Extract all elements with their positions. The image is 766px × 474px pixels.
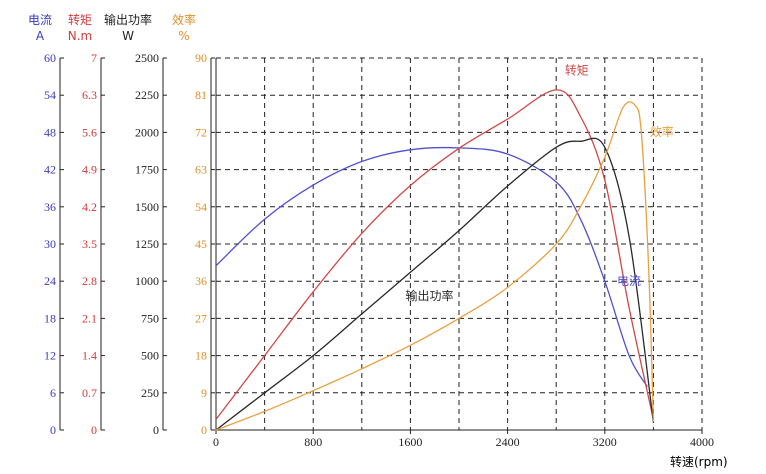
y-tick-label-power: 1750 xyxy=(135,163,159,177)
y-axis-unit-efficiency: % xyxy=(178,29,189,43)
y-axis-title-torque: 转矩 xyxy=(68,12,92,27)
y-tick-label-efficiency: 18 xyxy=(195,349,207,363)
y-tick-label-power: 750 xyxy=(141,311,159,325)
series-line-power xyxy=(215,137,655,431)
x-tick-label: 1600 xyxy=(398,435,422,449)
series-line-torque xyxy=(215,89,655,420)
y-tick-label-torque: 4.2 xyxy=(82,200,97,214)
y-tick-label-efficiency: 63 xyxy=(195,163,207,177)
y-tick-label-torque: 2.8 xyxy=(82,274,97,288)
y-tick-label-efficiency: 0 xyxy=(201,423,207,437)
y-tick-label-torque: 7 xyxy=(91,51,97,65)
y-tick-label-power: 2500 xyxy=(135,51,159,65)
y-tick-label-torque: 5.6 xyxy=(82,125,97,139)
y-axis-unit-current: A xyxy=(36,29,45,43)
y-tick-label-current: 6 xyxy=(50,386,56,400)
x-tick-label: 0 xyxy=(213,435,219,449)
y-tick-label-torque: 6.3 xyxy=(82,88,97,102)
y-axis-unit-power: W xyxy=(122,29,134,43)
y-tick-label-current: 48 xyxy=(44,125,56,139)
y-tick-label-power: 250 xyxy=(141,386,159,400)
y-axis-title-efficiency: 效率 xyxy=(172,12,196,27)
y-tick-label-efficiency: 81 xyxy=(195,88,207,102)
x-tick-label: 3200 xyxy=(593,435,617,449)
y-tick-label-current: 54 xyxy=(44,88,56,102)
y-tick-label-power: 1000 xyxy=(135,274,159,288)
y-tick-label-current: 30 xyxy=(44,237,56,251)
y-tick-label-torque: 0.7 xyxy=(82,386,97,400)
x-tick-label: 2400 xyxy=(496,435,520,449)
y-tick-label-current: 60 xyxy=(44,51,56,65)
y-tick-label-current: 36 xyxy=(44,200,56,214)
series-line-efficiency xyxy=(215,101,655,431)
series-lines xyxy=(215,89,655,431)
y-tick-label-efficiency: 36 xyxy=(195,274,207,288)
series-line-current xyxy=(215,146,648,387)
x-axis-label: 转速(rpm) xyxy=(670,454,728,469)
y-tick-label-torque: 2.1 xyxy=(82,311,97,325)
y-tick-label-current: 42 xyxy=(44,163,56,177)
y-tick-label-current: 12 xyxy=(44,349,56,363)
y-tick-label-power: 1250 xyxy=(135,237,159,251)
y-tick-label-current: 0 xyxy=(50,423,56,437)
series-label-current: 电流 xyxy=(617,274,641,288)
y-tick-label-efficiency: 90 xyxy=(195,51,207,65)
y-axis-title-current: 电流 xyxy=(28,13,52,27)
y-tick-label-efficiency: 9 xyxy=(201,386,207,400)
y-tick-label-power: 0 xyxy=(153,423,159,437)
axes: 0 800 1600 2400 3200 4000 0 6 12 18 24 30 36 42 48 54 60… xyxy=(28,12,714,449)
y-tick-label-current: 18 xyxy=(44,311,56,325)
y-tick-label-power: 2000 xyxy=(135,125,159,139)
y-tick-label-torque: 0 xyxy=(91,423,97,437)
y-tick-label-power: 1500 xyxy=(135,200,159,214)
y-tick-label-efficiency: 27 xyxy=(195,311,207,325)
y-tick-label-power: 500 xyxy=(141,349,159,363)
y-axis-unit-torque: N.m xyxy=(68,29,92,43)
x-tick-label: 4000 xyxy=(690,435,714,449)
series-label-power: 输出功率 xyxy=(406,288,454,303)
y-tick-label-torque: 3.5 xyxy=(82,237,97,251)
x-tick-label: 800 xyxy=(304,435,322,449)
y-tick-label-efficiency: 45 xyxy=(195,237,207,251)
series-label-torque: 转矩 xyxy=(565,63,589,78)
y-tick-label-power: 2250 xyxy=(135,88,159,102)
y-tick-label-current: 24 xyxy=(44,274,56,288)
y-tick-label-efficiency: 72 xyxy=(195,125,207,139)
y-tick-label-torque: 4.9 xyxy=(82,163,97,177)
y-axis-title-power: 输出功率 xyxy=(104,12,152,27)
series-label-efficiency: 效率 xyxy=(650,124,674,139)
y-tick-label-efficiency: 54 xyxy=(195,200,207,214)
grid xyxy=(216,57,703,430)
y-tick-label-torque: 1.4 xyxy=(82,349,97,363)
